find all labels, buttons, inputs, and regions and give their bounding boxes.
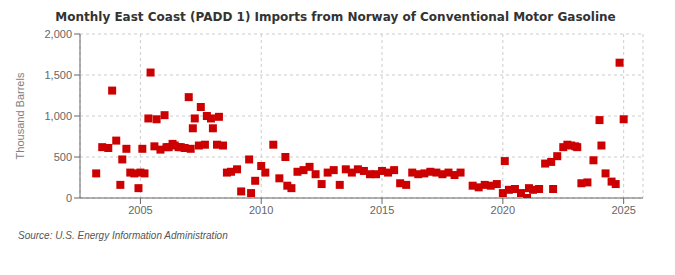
svg-text:2010: 2010 xyxy=(249,204,273,216)
svg-text:0: 0 xyxy=(66,192,72,204)
svg-text:1,500: 1,500 xyxy=(44,69,72,81)
svg-text:2020: 2020 xyxy=(491,204,515,216)
svg-text:500: 500 xyxy=(54,151,72,163)
html-text:Monthly East Coast (PADD 1) Im: Monthly East Coast (PADD 1) Imports from… xyxy=(55,10,616,24)
svg-text:2015: 2015 xyxy=(370,204,394,216)
svg-text:2005: 2005 xyxy=(128,204,152,216)
svg-text:2,000: 2,000 xyxy=(44,28,72,40)
svg-text:2025: 2025 xyxy=(611,204,635,216)
html-text:Source: U.S. Energy Informatio: Source: U.S. Energy Information Administ… xyxy=(18,230,228,241)
svg-text:1,000: 1,000 xyxy=(44,110,72,122)
svg-text:Thousand Barrels: Thousand Barrels xyxy=(14,72,26,159)
